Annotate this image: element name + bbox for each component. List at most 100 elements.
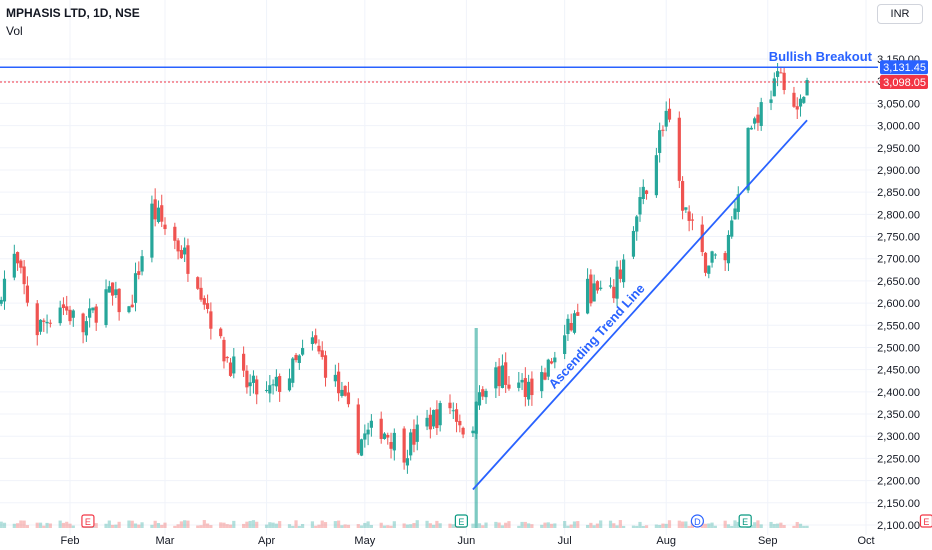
volume-bar [333,521,337,528]
volume-bar [48,523,52,528]
candle-body [461,427,465,435]
volume-bar [107,520,111,528]
volume-label: Vol [6,24,23,38]
price-tick-label: 2,250.00 [877,453,920,465]
candle-body [432,409,436,427]
candle-body [245,370,249,388]
volume-bar [300,524,305,528]
candle-body [438,403,442,426]
earnings-icon[interactable]: E [81,514,95,528]
volume-bar [481,525,485,528]
volume-bar [291,525,295,528]
volume-bar [19,520,23,528]
volume-bar [428,523,432,528]
candle-body [703,252,708,273]
price-tick-label: 2,950.00 [877,143,920,155]
candle-body [756,114,760,123]
price-tick-label: 2,800.00 [877,209,920,221]
candle-body [12,253,16,278]
volume-bar [337,520,341,528]
candle-body [84,321,88,336]
volume-bar [540,524,544,528]
volume-bar [61,522,66,528]
volume-bar [366,521,370,528]
volume-bar [592,525,596,528]
volume-bar [363,522,367,528]
candle-body [412,429,416,445]
candle-body [176,240,180,252]
volume-bar [680,521,685,528]
candle-body [228,362,233,376]
candle-body [88,308,92,318]
volume-bar [389,525,393,528]
candle-body [684,207,688,210]
candle-body [563,335,567,354]
volume-bar [35,522,39,528]
volume-bar [156,523,161,528]
time-tick-label: Sep [758,535,778,547]
volume-bar [392,521,396,528]
price-tick-label: 2,400.00 [877,387,920,399]
candle-body [798,98,803,107]
earnings-icon[interactable]: E [738,514,752,528]
candle-body [592,283,596,302]
dividend-icon[interactable]: D [690,514,704,528]
candle-body [667,108,672,120]
volume-bar [543,522,547,528]
candle-body [160,205,164,222]
candle-body [251,375,256,383]
candle-body [622,259,626,283]
candle-body [402,428,406,463]
candle-body [572,313,577,333]
price-tick-label: 2,150.00 [877,498,920,510]
candle-body [323,355,328,378]
candle-body [0,299,3,304]
volume-bar [631,525,636,528]
volume-bar [163,522,167,528]
volume-bar [566,525,570,528]
volume-bar [222,522,226,528]
currency-button[interactable]: INR [877,4,923,24]
volume-bar [232,520,236,528]
volume-bar [45,522,49,528]
earnings-icon[interactable]: E [919,514,932,528]
candle-body [35,303,39,336]
price-axis[interactable]: 3,150.003,100.003,050.003,000.002,950.00… [877,54,920,532]
volume-bar [65,521,69,528]
candle-body [255,379,259,395]
price-tick-label: 3,050.00 [877,98,920,110]
ascending-trend-line[interactable] [472,119,808,491]
volume-bar [94,523,98,528]
volume-bar [736,521,740,528]
volume-bar [150,524,154,528]
candle-body [45,321,49,324]
svg-text:E: E [458,517,464,527]
candle-body [664,110,668,127]
volume-bar [684,521,688,528]
volume-bar [137,524,141,528]
candle-body [346,392,351,405]
candle-body [618,269,622,279]
volume-bar [795,521,799,528]
candle-body [753,118,757,124]
time-tick-label: Jul [558,535,572,547]
candle-body [392,432,396,451]
candle-body [379,418,383,439]
earnings-icon[interactable]: E [454,514,468,528]
candle-body [566,318,570,335]
volume-bar [58,520,62,528]
time-axis[interactable]: Feb Mar Apr May Jun Jul Aug Sep Oct [61,535,875,547]
volume-bar [346,524,351,528]
volume-bar [183,520,187,528]
price-tags: 3,131.45 3,098.05 [880,60,928,90]
volume-bar [759,524,763,528]
candle-body [504,362,508,385]
candle-body [749,127,753,130]
candle-body [775,71,780,77]
candle-body [631,230,636,257]
candle-body [363,433,367,440]
candle-body [543,372,547,380]
volume-bar [726,524,731,528]
